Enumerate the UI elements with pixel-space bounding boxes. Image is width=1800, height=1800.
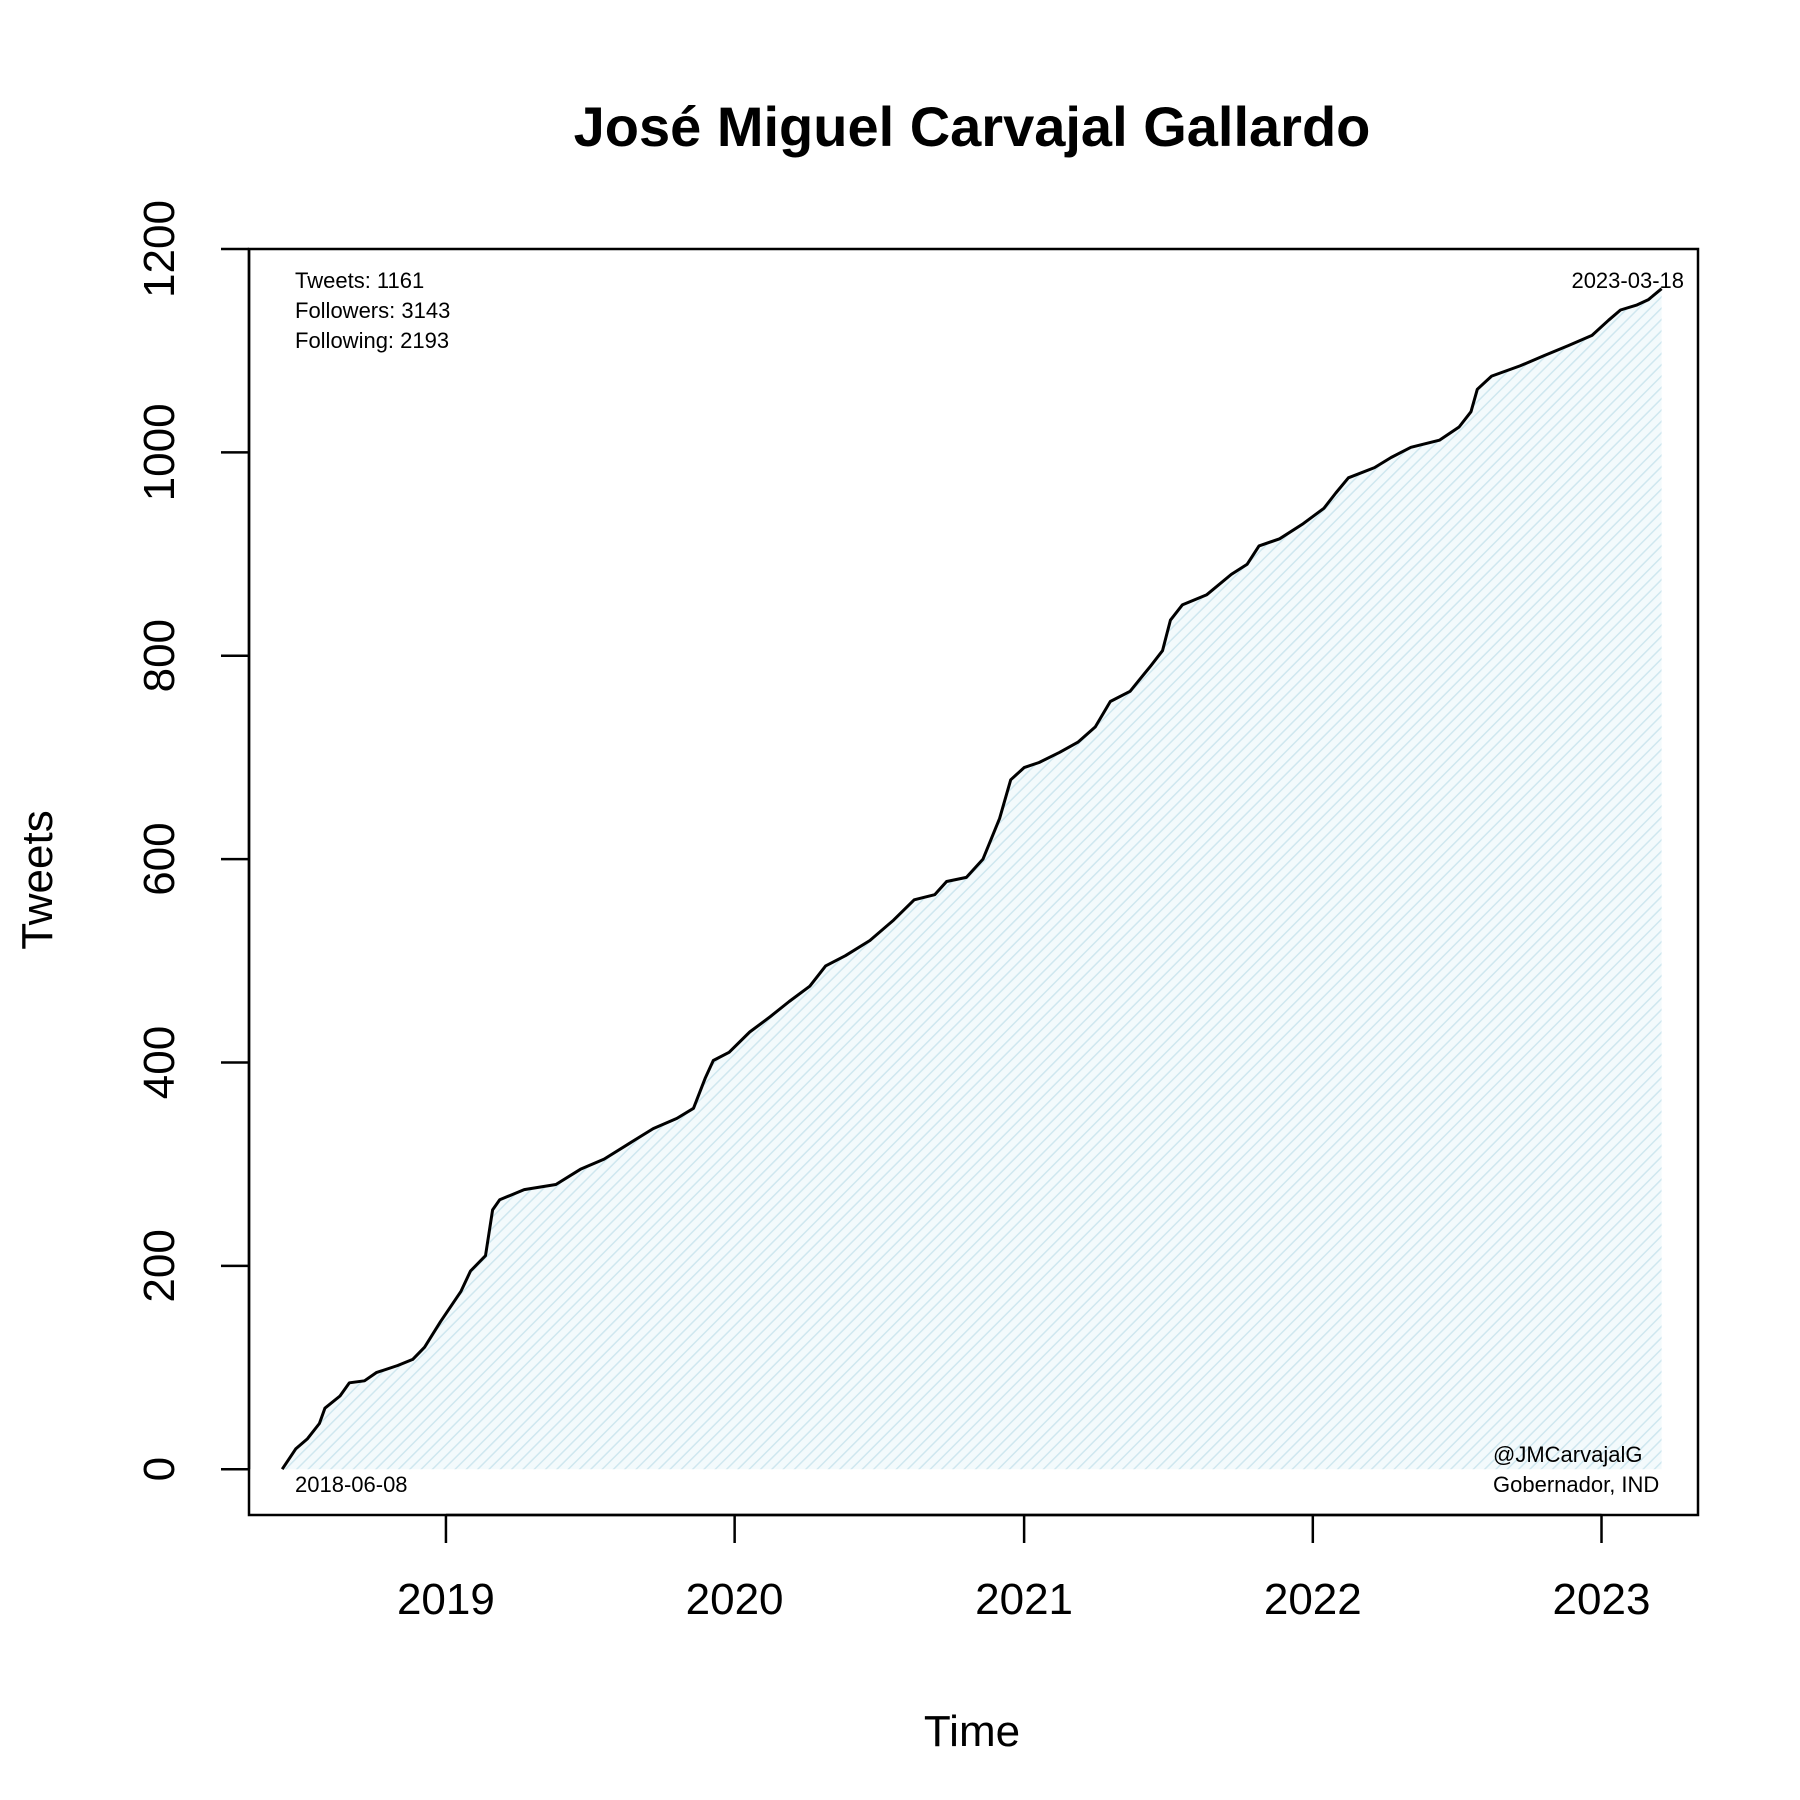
x-tick-label: 2023 [1553,1575,1651,1624]
x-tick-label: 2021 [975,1575,1073,1624]
x-tick-label: 2022 [1264,1575,1362,1624]
y-tick-label: 0 [135,1457,184,1481]
y-axis-label: Tweets [13,810,62,949]
y-tick-label: 800 [135,619,184,692]
y-tick-label: 400 [135,1026,184,1099]
stat-tweets: Tweets: 1161 [295,268,424,293]
y-tick-label: 600 [135,822,184,895]
role-label: Gobernador, IND [1493,1472,1659,1497]
chart-title: José Miguel Carvajal Gallardo [574,95,1371,158]
x-axis: 2019 2020 2021 2022 2023 [397,1513,1651,1624]
stat-followers: Followers: 3143 [295,298,450,323]
series-line [280,287,1663,1471]
y-axis: 0 200 400 600 800 1000 1200 [135,200,251,1481]
stat-following: Following: 2193 [295,328,449,353]
area-fill [282,288,1662,1470]
handle-label: @JMCarvajalG [1493,1442,1642,1467]
x-tick-label: 2019 [397,1575,495,1624]
x-tick-label: 2020 [686,1575,784,1624]
end-date-label: 2023-03-18 [1571,268,1684,293]
x-axis-label: Time [924,1707,1020,1756]
y-tick-label: 1000 [135,403,184,501]
y-tick-label: 200 [135,1229,184,1302]
start-date-label: 2018-06-08 [295,1472,408,1497]
y-tick-label: 1200 [135,200,184,298]
